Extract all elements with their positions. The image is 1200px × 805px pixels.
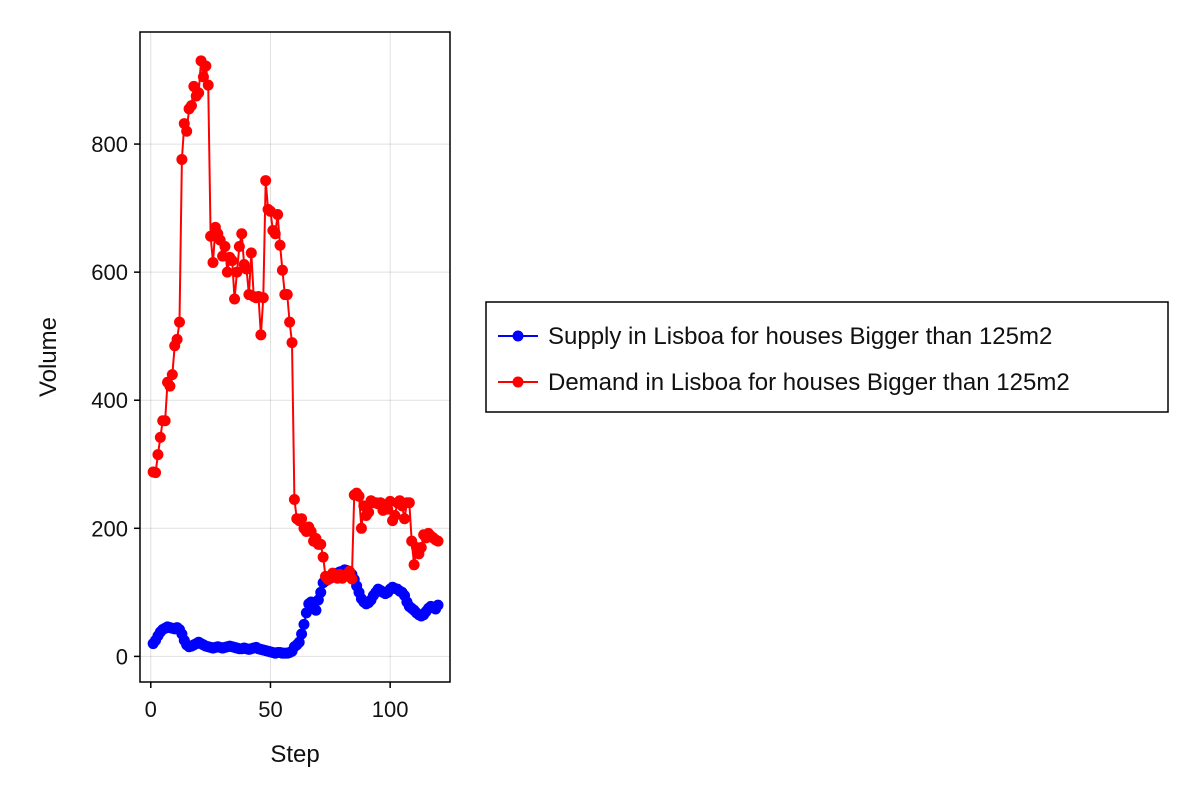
data-point	[315, 538, 327, 550]
x-axis-title: Step	[270, 741, 319, 768]
data-point	[260, 175, 272, 187]
data-point	[185, 100, 197, 112]
data-point	[233, 241, 245, 253]
legend-label: Supply in Lisboa for houses Bigger than …	[548, 323, 1052, 350]
data-point	[241, 263, 253, 275]
data-point	[231, 266, 243, 278]
series-1	[147, 55, 444, 586]
data-point	[159, 415, 171, 427]
x-tick-label: 0	[145, 697, 157, 722]
x-tick-label: 50	[258, 697, 282, 722]
data-point	[150, 467, 162, 479]
plot-frame	[139, 31, 451, 683]
data-point	[310, 604, 322, 616]
legend-marker	[512, 330, 524, 342]
data-point	[408, 559, 420, 571]
axis-layer: 0 50 100 0 200 400 600 800	[91, 132, 408, 722]
data-point	[221, 266, 233, 278]
data-point	[296, 628, 308, 640]
data-point	[403, 497, 415, 509]
data-point	[171, 333, 183, 345]
data-point	[181, 125, 193, 137]
data-point	[432, 535, 444, 547]
data-point	[355, 522, 367, 534]
data-point	[300, 607, 312, 619]
data-point	[193, 87, 205, 99]
data-point	[281, 289, 293, 301]
legend: Supply in Lisboa for houses Bigger than …	[485, 301, 1169, 413]
data-point	[389, 509, 401, 521]
data-point	[176, 153, 188, 165]
data-point	[415, 542, 427, 554]
y-tick-label: 200	[91, 516, 128, 541]
data-point	[315, 586, 327, 598]
legend-label: Demand in Lisboa for houses Bigger than …	[548, 369, 1070, 396]
data-point	[245, 247, 257, 259]
data-point	[166, 369, 178, 381]
series-layer	[147, 55, 444, 659]
data-point	[276, 264, 288, 276]
grid-layer	[140, 32, 450, 682]
data-point	[236, 228, 248, 240]
data-point	[173, 316, 185, 328]
data-point	[202, 79, 214, 91]
data-point	[293, 636, 305, 648]
data-point	[269, 228, 281, 240]
series-0	[147, 564, 444, 659]
data-point	[288, 493, 300, 505]
data-point	[284, 316, 296, 328]
data-point	[346, 573, 358, 585]
data-point	[298, 618, 310, 630]
data-point	[154, 431, 166, 443]
data-point	[219, 241, 231, 253]
legend-item: Supply in Lisboa for houses Bigger than …	[498, 323, 1052, 350]
data-point	[226, 255, 238, 267]
data-point	[152, 449, 164, 461]
data-point	[317, 551, 329, 563]
x-tick-label: 100	[372, 697, 409, 722]
data-point	[353, 490, 365, 502]
y-tick-label: 800	[91, 132, 128, 157]
data-point	[164, 380, 176, 392]
data-point	[197, 71, 209, 83]
y-tick-label: 600	[91, 260, 128, 285]
y-tick-label: 400	[91, 388, 128, 413]
data-point	[207, 257, 219, 269]
y-axis-title: Volume	[35, 317, 62, 397]
data-point	[229, 293, 241, 305]
data-point	[296, 513, 308, 525]
data-point	[363, 506, 375, 518]
legend-item: Demand in Lisboa for houses Bigger than …	[498, 369, 1070, 396]
legend-box	[485, 301, 1169, 413]
data-point	[257, 292, 269, 304]
data-point	[200, 60, 212, 72]
data-point	[286, 337, 298, 349]
legend-marker	[512, 376, 524, 388]
data-point	[432, 599, 444, 611]
y-tick-label: 0	[116, 644, 128, 669]
data-point	[272, 209, 284, 221]
data-point	[255, 329, 267, 341]
data-point	[274, 239, 286, 251]
data-point	[399, 513, 411, 525]
